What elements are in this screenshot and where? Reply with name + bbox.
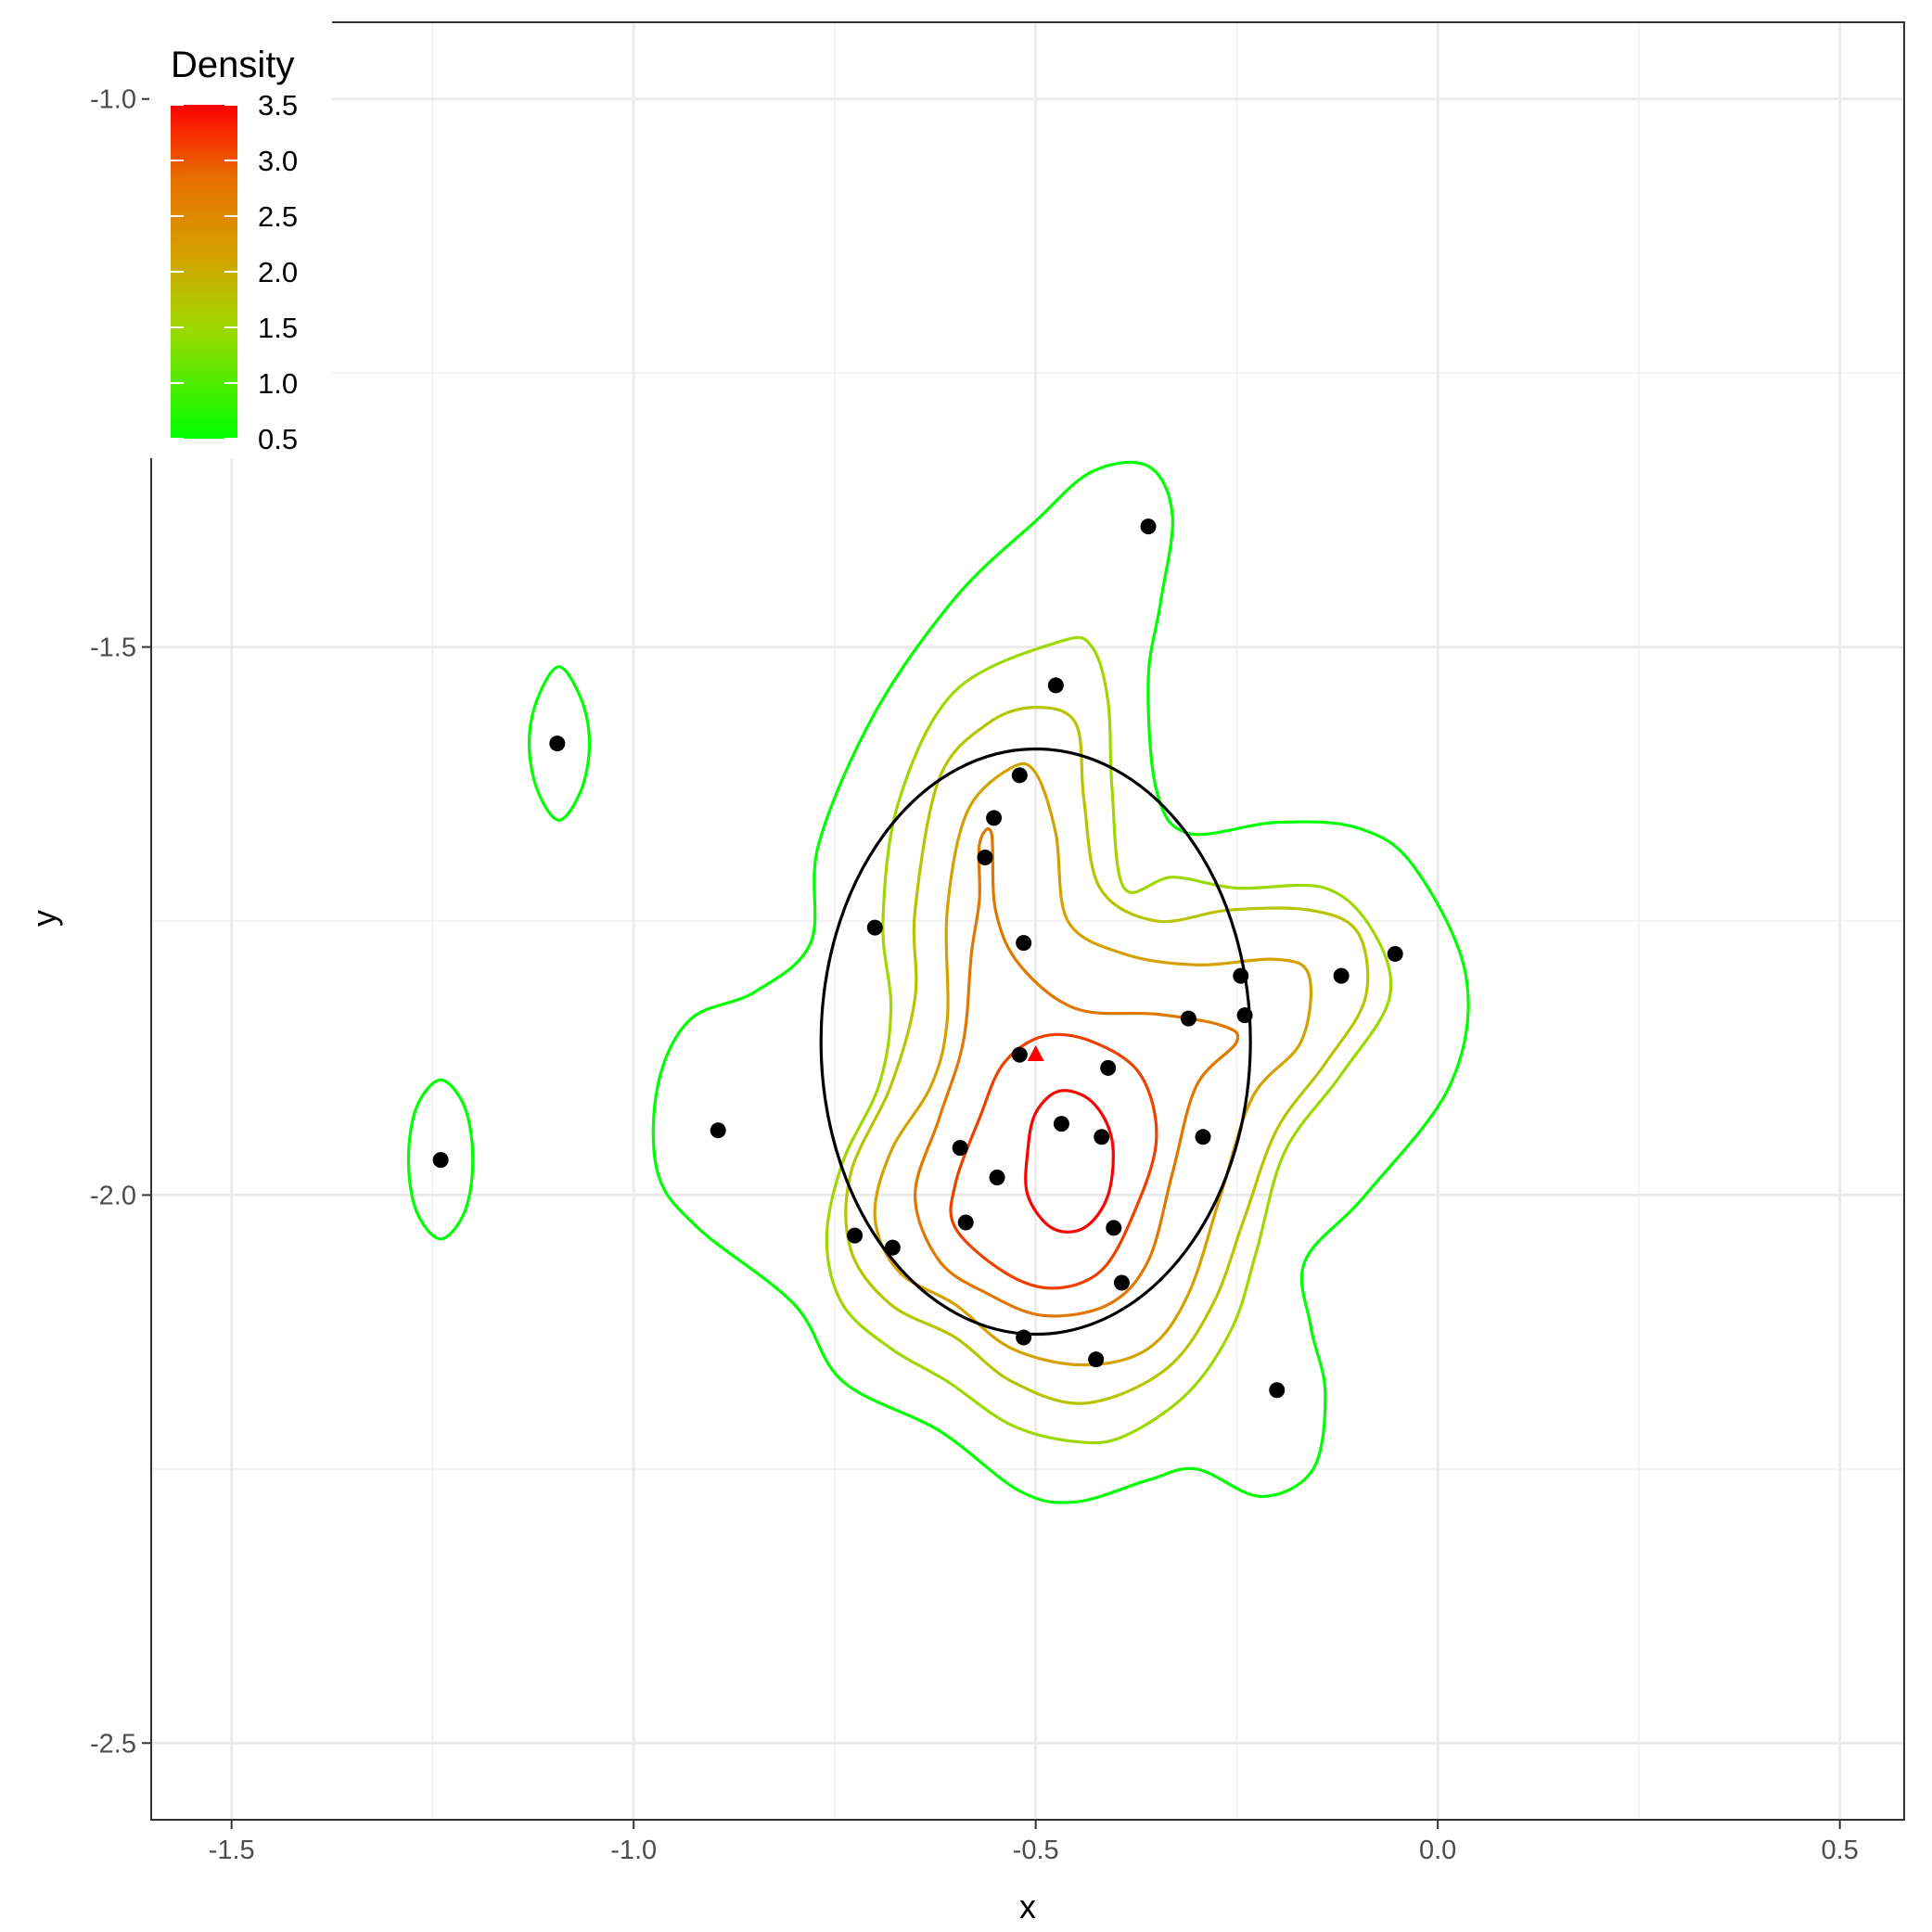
panel-border xyxy=(150,21,1905,1821)
legend-label: 0.5 xyxy=(258,423,298,455)
data-point xyxy=(1236,1007,1253,1024)
density-contour-0-5 xyxy=(651,460,1470,1504)
data-point xyxy=(1047,677,1064,694)
y-tick-label: -2.0 xyxy=(90,1181,136,1210)
x-axis-title: x xyxy=(1019,1887,1036,1926)
minor-gridlines xyxy=(151,22,1904,1820)
density-contours xyxy=(406,460,1470,1504)
legend-label: 2.5 xyxy=(258,200,298,233)
x-tick-label: -1.5 xyxy=(209,1836,255,1865)
data-point xyxy=(1333,967,1350,984)
density-contour-0-5 xyxy=(527,665,592,822)
legend-ticks: 3.5 3.0 2.5 2.0 1.5 1.0 0.5 xyxy=(171,89,298,455)
data-point xyxy=(1011,1046,1028,1063)
data-point xyxy=(1233,967,1249,984)
data-point xyxy=(866,919,883,936)
legend: Density 3.5 3.0 2.5 2.0 1.5 1.0 0.5 xyxy=(149,20,332,458)
data-point xyxy=(1016,1329,1032,1346)
y-axis: -1.0 -1.5 -2.0 -2.5 xyxy=(90,85,151,1759)
confidence-ellipse-shape xyxy=(819,747,1252,1337)
data-point xyxy=(1269,1382,1286,1399)
data-point xyxy=(957,1214,974,1231)
data-point xyxy=(989,1170,1005,1186)
legend-label: 1.0 xyxy=(258,367,298,400)
density-contour-3 xyxy=(949,1032,1158,1290)
data-point xyxy=(847,1227,864,1244)
density-contour-2-5 xyxy=(914,827,1240,1318)
data-point xyxy=(952,1140,968,1157)
data-point xyxy=(1140,518,1157,535)
y-axis-title: y xyxy=(25,910,63,927)
density-contour-2 xyxy=(873,761,1312,1367)
mean-marker xyxy=(1027,1044,1044,1061)
y-tick-label: -1.5 xyxy=(90,633,136,663)
mean-marker-layer xyxy=(1027,1044,1044,1061)
x-tick-label: -1.0 xyxy=(610,1836,657,1865)
data-point xyxy=(1094,1129,1110,1145)
x-tick-label: -0.5 xyxy=(1013,1836,1059,1865)
data-point xyxy=(1016,935,1032,952)
y-tick-label: -2.5 xyxy=(90,1729,136,1759)
data-point xyxy=(1011,767,1028,784)
x-axis: -1.5 -1.0 -0.5 0.0 0.5 xyxy=(209,1820,1859,1865)
x-tick-label: 0.0 xyxy=(1419,1836,1456,1865)
data-point xyxy=(432,1152,449,1169)
density-contour-1-5 xyxy=(844,706,1370,1405)
data-point xyxy=(1053,1116,1069,1132)
legend-label: 3.0 xyxy=(258,145,298,177)
data-point xyxy=(1180,1010,1196,1027)
data-point xyxy=(986,810,1003,826)
data-point xyxy=(710,1122,726,1139)
legend-label: 3.5 xyxy=(258,89,298,122)
data-point xyxy=(977,849,993,865)
legend-label: 1.5 xyxy=(258,312,298,344)
density-contour-1 xyxy=(825,635,1393,1445)
data-point xyxy=(1387,945,1403,962)
data-point xyxy=(549,736,566,752)
data-point xyxy=(884,1239,901,1256)
y-tick-label: -1.0 xyxy=(90,85,136,115)
confidence-ellipse xyxy=(819,747,1252,1337)
legend-title: Density xyxy=(171,45,294,85)
data-point xyxy=(1113,1274,1130,1291)
data-points xyxy=(432,518,1403,1399)
legend-label: 2.0 xyxy=(258,256,298,288)
data-point xyxy=(1195,1129,1211,1145)
density-contour-0-5 xyxy=(406,1078,475,1241)
data-point xyxy=(1088,1351,1105,1368)
density-contour-3-5 xyxy=(1024,1089,1115,1234)
data-point xyxy=(1100,1059,1117,1076)
data-point xyxy=(1106,1220,1122,1236)
x-tick-label: 0.5 xyxy=(1821,1836,1858,1865)
